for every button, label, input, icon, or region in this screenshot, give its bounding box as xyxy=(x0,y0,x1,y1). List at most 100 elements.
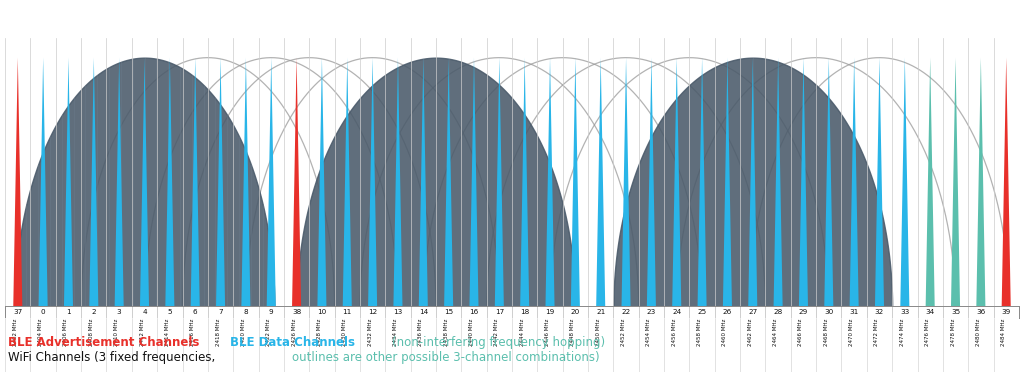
Text: 2470 MHz: 2470 MHz xyxy=(849,319,854,346)
Text: 5: 5 xyxy=(168,309,172,315)
Text: 18: 18 xyxy=(520,309,529,315)
Text: 1: 1 xyxy=(67,309,71,315)
Text: 2420 MHz: 2420 MHz xyxy=(241,319,246,346)
Text: 2438 MHz: 2438 MHz xyxy=(443,319,449,346)
Text: 2460 MHz: 2460 MHz xyxy=(722,319,727,346)
Text: 2458 MHz: 2458 MHz xyxy=(697,319,702,346)
Text: 2430 MHz: 2430 MHz xyxy=(342,319,347,346)
Polygon shape xyxy=(115,58,124,308)
Text: WiFi Channels (3 fixed frequencies,: WiFi Channels (3 fixed frequencies, xyxy=(8,351,215,364)
Text: 25: 25 xyxy=(697,309,707,315)
Text: 38: 38 xyxy=(292,309,301,315)
Text: 2434 MHz: 2434 MHz xyxy=(393,319,398,346)
Text: 16: 16 xyxy=(469,309,478,315)
Text: 2462 MHz: 2462 MHz xyxy=(748,319,753,346)
Text: 2404 MHz: 2404 MHz xyxy=(38,319,43,346)
Polygon shape xyxy=(799,58,808,308)
Polygon shape xyxy=(951,58,961,308)
Text: 2476 MHz: 2476 MHz xyxy=(925,319,930,346)
Polygon shape xyxy=(63,58,73,308)
Polygon shape xyxy=(140,58,150,308)
Text: 2410 MHz: 2410 MHz xyxy=(114,319,119,346)
Polygon shape xyxy=(317,58,327,308)
Text: 34: 34 xyxy=(926,309,935,315)
Text: 2440 MHz: 2440 MHz xyxy=(469,319,474,346)
Text: 2402 MHz: 2402 MHz xyxy=(12,319,17,346)
Text: 2412 MHz: 2412 MHz xyxy=(139,319,144,346)
Text: 2448 MHz: 2448 MHz xyxy=(570,319,575,346)
Text: 23: 23 xyxy=(647,309,656,315)
Polygon shape xyxy=(444,58,454,308)
Text: 33: 33 xyxy=(900,309,909,315)
Polygon shape xyxy=(926,58,935,308)
Text: 2416 MHz: 2416 MHz xyxy=(190,319,196,346)
Text: 30: 30 xyxy=(824,309,834,315)
Polygon shape xyxy=(647,58,656,308)
Text: 2428 MHz: 2428 MHz xyxy=(316,319,322,346)
Polygon shape xyxy=(520,58,529,308)
Polygon shape xyxy=(419,58,428,308)
Text: 9: 9 xyxy=(269,309,273,315)
Polygon shape xyxy=(495,58,504,308)
Text: BLE Data Channels: BLE Data Channels xyxy=(230,336,355,349)
Text: 28: 28 xyxy=(773,309,782,315)
Text: 17: 17 xyxy=(495,309,504,315)
Text: 6: 6 xyxy=(193,309,198,315)
Text: 37: 37 xyxy=(13,309,23,315)
Text: 2418 MHz: 2418 MHz xyxy=(215,319,220,346)
Text: 31: 31 xyxy=(850,309,859,315)
Text: 2406 MHz: 2406 MHz xyxy=(63,319,69,346)
Text: 2464 MHz: 2464 MHz xyxy=(773,319,778,346)
Text: 2450 MHz: 2450 MHz xyxy=(596,319,601,346)
Text: 15: 15 xyxy=(444,309,454,315)
Text: 2436 MHz: 2436 MHz xyxy=(418,319,423,346)
Text: 2452 MHz: 2452 MHz xyxy=(621,319,626,346)
Text: 27: 27 xyxy=(749,309,758,315)
Text: 2472 MHz: 2472 MHz xyxy=(874,319,880,346)
Polygon shape xyxy=(773,58,782,308)
Text: 7: 7 xyxy=(218,309,223,315)
Text: 2474 MHz: 2474 MHz xyxy=(900,319,905,346)
Polygon shape xyxy=(1001,58,1011,308)
Text: 2478 MHz: 2478 MHz xyxy=(950,319,955,346)
Text: 2480 MHz: 2480 MHz xyxy=(976,319,981,346)
Text: 10: 10 xyxy=(317,309,327,315)
Text: 2456 MHz: 2456 MHz xyxy=(672,319,677,346)
Text: 2414 MHz: 2414 MHz xyxy=(165,319,170,346)
Polygon shape xyxy=(976,58,985,308)
Polygon shape xyxy=(546,58,555,308)
Polygon shape xyxy=(570,58,580,308)
Text: 32: 32 xyxy=(874,309,884,315)
Polygon shape xyxy=(216,58,225,308)
Polygon shape xyxy=(596,58,605,308)
Polygon shape xyxy=(13,58,23,308)
Polygon shape xyxy=(242,58,251,308)
Text: 2484 MHz: 2484 MHz xyxy=(1001,319,1007,346)
Polygon shape xyxy=(393,58,402,308)
Text: (non-interfering frequency hopping): (non-interfering frequency hopping) xyxy=(392,336,605,349)
Text: 20: 20 xyxy=(570,309,580,315)
Text: 29: 29 xyxy=(799,309,808,315)
Text: 2444 MHz: 2444 MHz xyxy=(519,319,524,346)
Polygon shape xyxy=(190,58,200,308)
Text: BLE Advertisement Channels: BLE Advertisement Channels xyxy=(8,336,200,349)
Text: 21: 21 xyxy=(596,309,605,315)
Text: 2422 MHz: 2422 MHz xyxy=(266,319,271,346)
Polygon shape xyxy=(850,58,859,308)
Polygon shape xyxy=(622,58,631,308)
Text: 8: 8 xyxy=(244,309,248,315)
Polygon shape xyxy=(749,58,758,308)
Text: 0: 0 xyxy=(41,309,45,315)
Polygon shape xyxy=(292,58,301,308)
Text: 26: 26 xyxy=(723,309,732,315)
Polygon shape xyxy=(874,58,884,308)
Polygon shape xyxy=(469,58,478,308)
Text: 22: 22 xyxy=(622,309,631,315)
Polygon shape xyxy=(368,58,377,308)
Text: 2468 MHz: 2468 MHz xyxy=(823,319,828,346)
Polygon shape xyxy=(165,58,174,308)
Text: 36: 36 xyxy=(976,309,985,315)
Text: 11: 11 xyxy=(343,309,352,315)
Polygon shape xyxy=(824,58,834,308)
Text: 13: 13 xyxy=(393,309,402,315)
